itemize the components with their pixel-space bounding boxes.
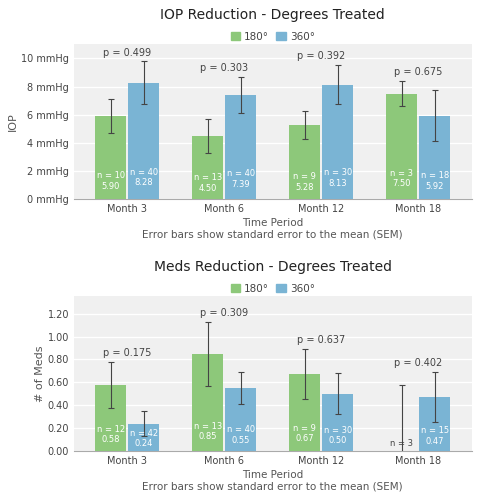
X-axis label: Time Period
Error bars show standard error to the mean (SEM): Time Period Error bars show standard err… — [143, 470, 403, 492]
Text: n = 30
8.13: n = 30 8.13 — [324, 168, 352, 188]
Text: n = 18
5.92: n = 18 5.92 — [420, 171, 449, 190]
Text: p = 0.675: p = 0.675 — [394, 67, 443, 77]
Bar — [95, 384, 126, 451]
Text: p = 0.499: p = 0.499 — [103, 48, 151, 58]
Text: p = 0.303: p = 0.303 — [200, 63, 248, 73]
Text: n = 15
0.47: n = 15 0.47 — [421, 426, 449, 446]
Text: p = 0.392: p = 0.392 — [297, 51, 346, 61]
Y-axis label: IOP: IOP — [8, 112, 18, 131]
Text: n = 40
0.55: n = 40 0.55 — [227, 426, 255, 444]
Text: p = 0.309: p = 0.309 — [200, 308, 248, 318]
Text: n = 40
8.28: n = 40 8.28 — [130, 168, 158, 188]
Title: Meds Reduction - Degrees Treated: Meds Reduction - Degrees Treated — [154, 260, 392, 274]
Text: p = 0.402: p = 0.402 — [394, 358, 443, 368]
Bar — [419, 397, 450, 451]
Text: n = 10
5.90: n = 10 5.90 — [96, 172, 125, 190]
Text: p = 0.175: p = 0.175 — [103, 348, 151, 358]
Bar — [322, 394, 353, 451]
Text: p = 0.637: p = 0.637 — [297, 335, 346, 345]
Bar — [95, 116, 126, 199]
Bar — [192, 136, 223, 199]
Text: n = 9
0.67: n = 9 0.67 — [293, 424, 316, 444]
Bar — [128, 424, 159, 451]
Legend: 180°, 360°: 180°, 360° — [228, 282, 317, 296]
Bar — [289, 374, 320, 451]
Legend: 180°, 360°: 180°, 360° — [228, 30, 317, 44]
X-axis label: Time Period
Error bars show standard error to the mean (SEM): Time Period Error bars show standard err… — [143, 218, 403, 240]
Bar — [225, 95, 256, 199]
Bar — [419, 116, 450, 199]
Text: n = 3
7.50: n = 3 7.50 — [390, 169, 413, 188]
Text: n = 3: n = 3 — [390, 439, 413, 448]
Bar — [128, 82, 159, 199]
Bar — [289, 124, 320, 199]
Bar — [225, 388, 256, 451]
Bar — [322, 84, 353, 199]
Text: n = 9
5.28: n = 9 5.28 — [293, 172, 316, 192]
Bar — [192, 354, 223, 451]
Text: n = 40
7.39: n = 40 7.39 — [227, 169, 255, 188]
Text: n = 13
4.50: n = 13 4.50 — [193, 173, 222, 193]
Y-axis label: # of Meds: # of Meds — [35, 346, 45, 402]
Text: n = 42
0.24: n = 42 0.24 — [130, 429, 158, 448]
Bar — [386, 94, 417, 199]
Text: n = 30
0.50: n = 30 0.50 — [324, 426, 352, 446]
Text: n = 12
0.58: n = 12 0.58 — [96, 425, 125, 444]
Title: IOP Reduction - Degrees Treated: IOP Reduction - Degrees Treated — [160, 8, 385, 22]
Text: n = 13
0.85: n = 13 0.85 — [193, 422, 222, 442]
